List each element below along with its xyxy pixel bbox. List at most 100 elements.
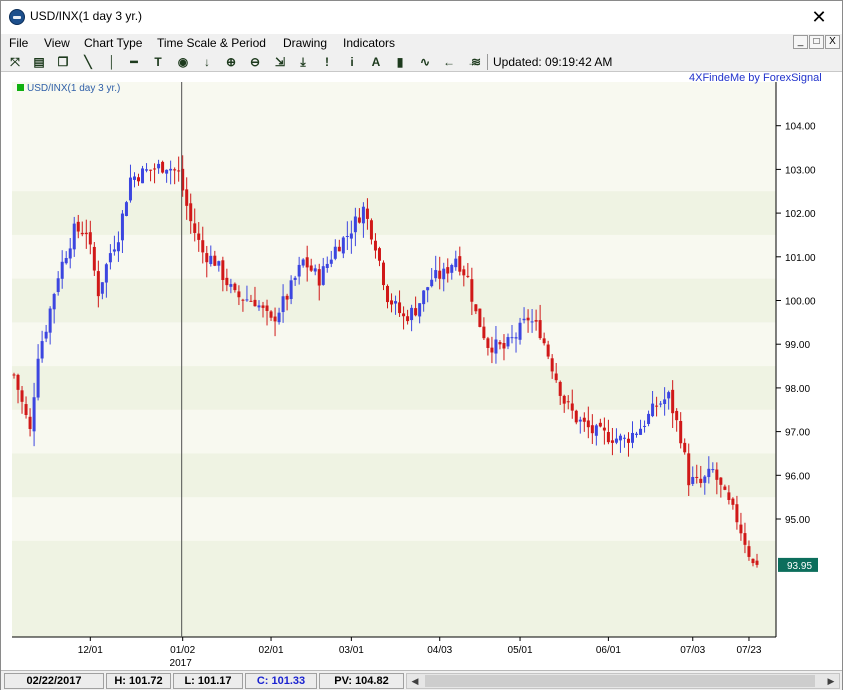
candle-body — [402, 313, 406, 317]
candle-body — [578, 419, 582, 422]
print-icon[interactable]: ▤ — [33, 55, 45, 69]
exclaim-icon[interactable]: ! — [325, 55, 329, 69]
target-icon[interactable]: ◉ — [177, 55, 189, 69]
font-icon[interactable]: A — [371, 55, 381, 69]
candle-body — [297, 264, 301, 277]
candle-body — [550, 358, 554, 372]
candle-body — [108, 253, 112, 263]
status-date: 02/22/2017 — [4, 673, 104, 689]
legend-label: USD/INX(1 day 3 yr.) — [27, 83, 121, 94]
status-bar: 02/22/2017 H: 101.72 L: 101.17 C: 101.33… — [1, 670, 842, 690]
candle-body — [353, 216, 357, 233]
app-logo-icon — [9, 9, 25, 25]
candle-body — [506, 337, 510, 347]
menu-drawing[interactable]: Drawing — [283, 36, 328, 50]
candle-body — [36, 358, 40, 398]
trendline-icon[interactable]: ╲ — [84, 55, 92, 69]
candle-body — [570, 403, 574, 411]
scroll-right-arrow-icon[interactable]: ▶ — [827, 676, 835, 686]
menu-chart-type[interactable]: Chart Type — [84, 36, 143, 50]
zoom-out-icon[interactable]: ⊖ — [249, 55, 261, 69]
menu-file[interactable]: File — [9, 36, 29, 50]
candle-body — [357, 217, 361, 223]
mdi-window-controls: _ □ X — [793, 35, 840, 51]
candle-body — [221, 260, 225, 280]
horizontal-scrollbar[interactable]: ◀ ▶ — [406, 673, 840, 689]
chart-legend: USD/INX(1 day 3 yr.) — [17, 83, 120, 94]
candle-body — [361, 206, 365, 224]
y-tick-label: 100.00 — [785, 297, 816, 308]
price-chart[interactable]: 95.00 96.00 97.00 98.00 99.00 100.00 101.00 102… — [1, 72, 842, 670]
candle-body — [482, 326, 486, 339]
candle-body — [128, 177, 132, 201]
y-tick-label: 96.00 — [785, 471, 810, 482]
copy-icon[interactable]: ❐ — [57, 55, 69, 69]
candle-body — [60, 261, 64, 279]
candle-body — [213, 255, 217, 266]
restore-button[interactable]: □ — [809, 35, 824, 49]
candle-body — [494, 339, 498, 354]
candle-body — [558, 381, 562, 396]
info-icon[interactable]: i — [350, 55, 354, 69]
scroll-thumb[interactable] — [425, 675, 815, 687]
candle-body — [293, 277, 297, 280]
candle-body — [16, 374, 20, 390]
candle-body — [377, 248, 381, 261]
minimize-button[interactable]: _ — [793, 35, 808, 49]
horizontal-line-icon[interactable]: ━ — [130, 55, 138, 69]
candle-body — [381, 262, 385, 286]
candle-body — [498, 342, 502, 345]
y-tick-label: 99.00 — [785, 340, 810, 351]
candle-body — [325, 263, 329, 268]
candle-body — [418, 303, 422, 317]
candle-body — [373, 240, 377, 251]
fit-icon[interactable]: ⇲ — [274, 55, 286, 69]
close-button[interactable]: ✕ — [811, 7, 827, 27]
text-icon[interactable]: T — [154, 55, 162, 69]
menu-time-scale-period[interactable]: Time Scale & Period — [157, 36, 266, 50]
candle-body — [622, 437, 626, 439]
line-chart-icon[interactable]: ∿ — [419, 55, 431, 69]
candle-body — [56, 278, 60, 293]
candle-body — [233, 283, 237, 291]
scroll-left-arrow-icon[interactable]: ◀ — [411, 676, 419, 686]
y-tick-label: 98.00 — [785, 384, 810, 395]
candle-body — [735, 504, 739, 523]
reduce-icon[interactable]: ≋ — [470, 55, 482, 69]
candle-body — [269, 311, 273, 318]
candle-body — [727, 492, 731, 500]
arrow-down-icon[interactable]: ↓ — [204, 55, 210, 69]
candle-body — [534, 320, 538, 322]
candle-body — [562, 395, 566, 404]
y-tick-label: 101.00 — [785, 253, 816, 264]
bar-chart-icon[interactable]: ▮ — [396, 55, 404, 69]
candle-body — [618, 435, 622, 441]
candle-body — [414, 308, 418, 316]
candle-body — [723, 486, 727, 490]
vertical-line-icon[interactable]: │ — [108, 55, 116, 69]
candle-body — [225, 277, 229, 286]
candle-body — [434, 270, 438, 279]
candle-body — [241, 299, 245, 301]
candle-body — [317, 269, 321, 286]
status-pv: PV: 104.82 — [319, 673, 404, 689]
menu-view[interactable]: View — [44, 36, 70, 50]
candle-body — [100, 282, 104, 294]
toolbar-separator — [487, 54, 488, 70]
download-icon[interactable]: ⤓ — [300, 55, 306, 69]
candle-body — [687, 453, 691, 486]
mdi-close-button[interactable]: X — [825, 35, 840, 49]
arrow-right-icon[interactable]: → — [467, 55, 479, 69]
crosshair-icon[interactable]: ⤧ — [10, 55, 20, 69]
x-tick-label: 07/23 — [736, 645, 761, 656]
candle-body — [80, 232, 84, 235]
menu-indicators[interactable]: Indicators — [343, 36, 396, 50]
candle-body — [265, 305, 269, 311]
chart-area[interactable]: 95.00 96.00 97.00 98.00 99.00 100.00 101.00 102… — [1, 72, 842, 670]
candle-body — [639, 428, 643, 435]
arrow-left-icon[interactable]: ← — [443, 55, 455, 69]
x-tick-label: 05/01 — [508, 645, 533, 656]
zoom-in-icon[interactable]: ⊕ — [225, 55, 237, 69]
candle-body — [739, 524, 743, 534]
